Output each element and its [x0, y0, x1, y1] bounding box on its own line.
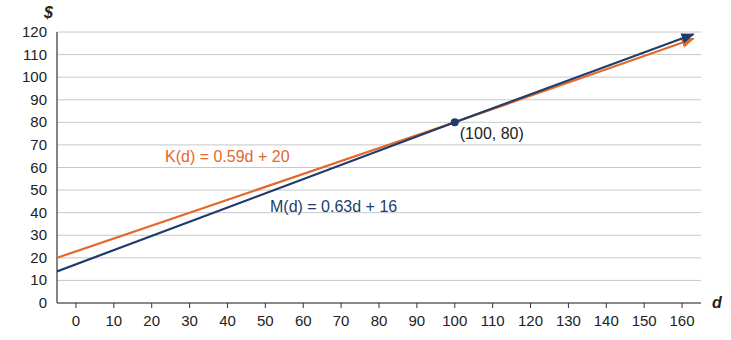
- x-tick-label: 160: [670, 312, 695, 329]
- grid-line: [57, 167, 701, 168]
- series-label: M(d) = 0.63d + 16: [270, 198, 397, 215]
- y-axis-label: $: [43, 4, 54, 21]
- y-tick-label: 50: [30, 181, 47, 198]
- y-tick-label: 20: [30, 249, 47, 266]
- x-tick: [492, 303, 493, 308]
- x-tick: [379, 303, 380, 308]
- y-tick-label: 60: [30, 159, 47, 176]
- x-axis-label: d: [712, 294, 723, 311]
- grid-line: [57, 280, 701, 281]
- x-tick: [189, 303, 190, 308]
- x-tick: [606, 303, 607, 308]
- series-label: K(d) = 0.59d + 20: [165, 148, 290, 165]
- x-tick-label: 150: [632, 312, 657, 329]
- series-line: [57, 39, 693, 258]
- x-tick-label: 10: [105, 312, 122, 329]
- y-tick-label: 80: [30, 113, 47, 130]
- grid-line: [57, 190, 701, 191]
- x-tick: [416, 303, 417, 308]
- grid-line: [57, 257, 701, 258]
- y-tick-label: 40: [30, 204, 47, 221]
- x-tick: [530, 303, 531, 308]
- x-tick-label: 80: [371, 312, 388, 329]
- y-axis: [56, 32, 57, 303]
- chart: 0 10 20 30 40 50 60 70 80 90 100 110 120 0 10 20 30 40 50 6…: [0, 0, 731, 340]
- x-tick-label: 0: [72, 312, 80, 329]
- plot-marks: [57, 34, 693, 271]
- x-tick: [644, 303, 645, 308]
- x-tick-label: 20: [143, 312, 160, 329]
- x-tick-label: 100: [442, 312, 467, 329]
- x-tick: [454, 303, 455, 308]
- y-tick-label: 120: [22, 23, 47, 40]
- x-tick: [341, 303, 342, 308]
- x-tick-label: 130: [556, 312, 581, 329]
- x-tick-label: 70: [333, 312, 350, 329]
- y-tick-label: 30: [30, 226, 47, 243]
- x-tick-label: 140: [594, 312, 619, 329]
- y-tick-label: 70: [30, 136, 47, 153]
- x-tick: [568, 303, 569, 308]
- grid-line: [57, 99, 701, 100]
- point-label: (100, 80): [460, 125, 524, 142]
- x-tick-label: 90: [409, 312, 426, 329]
- x-tick: [113, 303, 114, 308]
- y-tick-label: 0: [39, 294, 47, 311]
- x-tick-label: 40: [219, 312, 236, 329]
- x-tick: [265, 303, 266, 308]
- y-tick-label: 100: [22, 68, 47, 85]
- x-tick: [151, 303, 152, 308]
- grid-line: [57, 77, 701, 78]
- x-tick: [303, 303, 304, 308]
- x-tick: [682, 303, 683, 308]
- grid-line: [57, 54, 701, 55]
- x-tick: [75, 303, 76, 308]
- x-tick-label: 50: [257, 312, 274, 329]
- y-tick-label: 110: [23, 46, 47, 63]
- x-tick-label: 60: [295, 312, 312, 329]
- series-line: [57, 34, 693, 271]
- x-tick-label: 30: [181, 312, 198, 329]
- grid-line: [57, 144, 701, 145]
- x-tick-label: 110: [481, 312, 505, 329]
- x-tick: [227, 303, 228, 308]
- x-tick-label: 120: [518, 312, 543, 329]
- intersection-point: [451, 118, 459, 126]
- y-tick-label: 90: [30, 91, 47, 108]
- y-tick-label: 10: [30, 271, 47, 288]
- grid-line: [57, 32, 701, 33]
- grid-line: [57, 122, 701, 123]
